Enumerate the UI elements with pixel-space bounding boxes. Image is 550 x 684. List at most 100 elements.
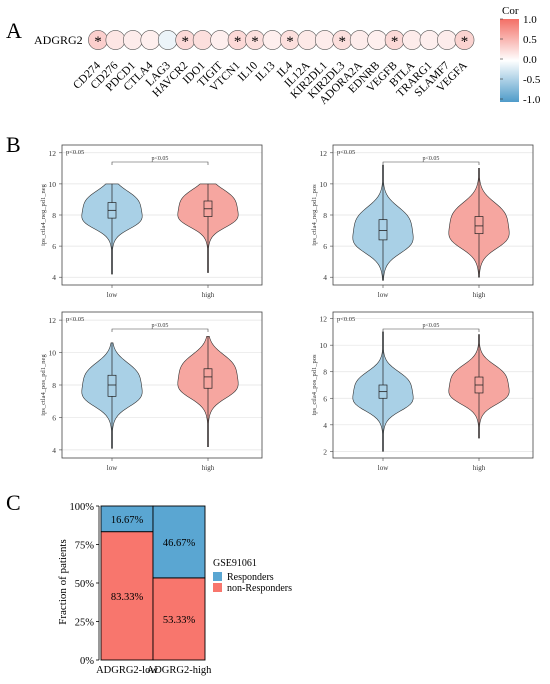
bar-y-tick-label: 25%: [75, 618, 95, 629]
heatmap-cell: [210, 30, 231, 50]
y-tick-label: 8: [323, 368, 327, 377]
y-tick-label: 12: [49, 316, 57, 325]
bracket-label: p<0.05: [152, 156, 169, 162]
significance-bracket: [111, 161, 209, 165]
p-value-annotation: p<0.05: [66, 149, 84, 156]
y-tick-label: 12: [49, 149, 57, 158]
y-tick-label: 10: [49, 349, 57, 358]
violin-panel: 4 6 8 10 12 ips_ctla4_neg_pd1_neg p<0.05 p<0.05…: [40, 144, 263, 299]
violin-box: [378, 219, 388, 241]
heatmap-cell: [297, 30, 318, 50]
stacked-bar-segment: [152, 505, 206, 579]
heatmap-legend-title: Cor: [502, 5, 519, 17]
violin-ylabel: ips_ctla4_pos_pd1_pos: [311, 354, 318, 415]
significance-mark: *: [286, 34, 294, 50]
legend-swatch-responders: [213, 572, 222, 581]
significance-mark: *: [339, 34, 347, 50]
y-tick-label: 4: [52, 273, 56, 282]
heatmap-cell: [262, 30, 283, 50]
violin-box: [474, 216, 484, 235]
y-tick-label: 8: [323, 211, 327, 220]
heatmap-legend-colorbar: [500, 19, 519, 102]
heatmap-cell: [105, 30, 126, 50]
bar-ylabel: Fraction of patients: [57, 539, 69, 625]
significance-mark: *: [182, 34, 190, 50]
y-tick-label: 4: [323, 273, 327, 282]
heatmap-cell: [122, 30, 143, 50]
significance-bracket: [382, 161, 480, 165]
heatmap-cell: [192, 30, 213, 50]
y-tick-label: 4: [52, 446, 56, 455]
legend-label-non-responders: non-Responders: [227, 583, 292, 594]
y-tick-label: 10: [320, 180, 328, 189]
panel-label-b: B: [6, 132, 21, 157]
heatmap-legend-tick: 0.5: [523, 34, 537, 46]
heatmap-cell: [157, 30, 178, 50]
y-tick-label: 2: [323, 447, 327, 456]
y-tick-label: 12: [320, 315, 328, 324]
x-tick-label: low: [378, 291, 389, 299]
p-value-annotation: p<0.05: [337, 149, 355, 156]
heatmap-legend-tick: -1.0: [523, 94, 541, 106]
panel-label-a: A: [6, 18, 22, 43]
heatmap-cell: [349, 30, 370, 50]
x-tick-label: high: [473, 464, 486, 472]
correlation-heatmap: ADGRG2 Cor 1.00.50.0-0.5-1.0 * * * * * * * * CD…: [34, 5, 541, 107]
x-tick-label: low: [107, 464, 118, 472]
significance-bracket: [111, 328, 209, 332]
violin-panel: 4 6 8 10 12 ips_ctla4_neg_pd1_pos p<0.05 p<0.05…: [311, 144, 534, 299]
bar-data-label: 53.33%: [163, 615, 196, 626]
bar-y-tick-label: 0%: [80, 656, 94, 667]
heatmap-legend-tick: -0.5: [523, 74, 541, 86]
heatmap-cell: [402, 30, 423, 50]
bar-category-label: ADGRG2-low: [96, 665, 158, 676]
y-tick-label: 10: [320, 341, 328, 350]
y-tick-label: 10: [49, 180, 57, 189]
x-tick-label: high: [473, 291, 486, 299]
y-tick-label: 8: [52, 381, 56, 390]
bar-category-label: ADGRG2-high: [147, 665, 212, 676]
legend-label-responders: Responders: [227, 572, 274, 583]
x-tick-label: low: [107, 291, 118, 299]
significance-mark: *: [461, 34, 469, 50]
bracket-label: p<0.05: [423, 156, 440, 162]
significance-mark: *: [234, 34, 242, 50]
y-tick-label: 6: [323, 394, 327, 403]
heatmap-legend-tick: 0.0: [523, 54, 537, 66]
bar-data-label: 83.33%: [111, 592, 144, 603]
bar-y-tick-label: 75%: [75, 541, 95, 552]
legend-swatch-non-responders: [213, 583, 222, 592]
stacked-bar-segment: [100, 505, 154, 533]
heatmap-cell: [454, 30, 475, 50]
y-tick-label: 8: [52, 211, 56, 220]
violin-ylabel: ips_ctla4_neg_pd1_pos: [311, 184, 318, 246]
heatmap-cell: [140, 30, 161, 50]
y-tick-label: 6: [52, 413, 56, 422]
violin-plot-frame: [332, 311, 534, 459]
heatmap-cell: [367, 30, 388, 50]
heatmap-cell: [437, 30, 457, 50]
significance-mark: *: [94, 34, 102, 50]
y-tick-label: 6: [323, 242, 327, 251]
bracket-label: p<0.05: [152, 323, 169, 329]
bar-data-label: 46.67%: [163, 538, 196, 549]
p-value-annotation: p<0.05: [337, 316, 355, 323]
panel-label-c: C: [6, 490, 21, 515]
significance-mark: *: [391, 34, 399, 50]
bar-legend-title: GSE91061: [213, 558, 257, 569]
violin-box: [203, 368, 213, 389]
x-tick-label: low: [378, 464, 389, 472]
heatmap-cell: [314, 30, 335, 50]
significance-mark: *: [251, 34, 259, 50]
heatmap-legend-tick: 1.0: [523, 14, 537, 26]
significance-bracket: [382, 328, 480, 332]
x-tick-label: high: [202, 464, 215, 472]
x-tick-label: high: [202, 291, 215, 299]
violin-ylabel: ips_ctla4_pos_pd1_neg: [40, 354, 47, 416]
violin-ylabel: ips_ctla4_neg_pd1_neg: [40, 183, 47, 245]
y-tick-label: 6: [52, 242, 56, 251]
violin-panel: 2 4 6 8 10 12 ips_ctla4_pos_pd1_pos p<0.05 p<0.0…: [311, 311, 534, 472]
p-value-annotation: p<0.05: [66, 316, 84, 323]
violin-panel: 4 6 8 10 12 ips_ctla4_pos_pd1_neg p<0.05 p<0.05…: [40, 311, 263, 472]
